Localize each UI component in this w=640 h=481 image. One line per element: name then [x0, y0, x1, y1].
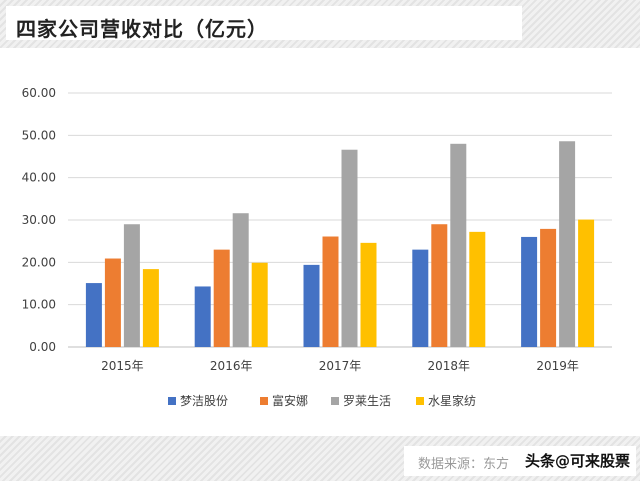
legend-label: 梦洁股份: [180, 394, 228, 408]
legend-label: 水星家纺: [428, 393, 476, 408]
legend: 梦洁股份 富安娜 罗莱生活 水星家纺: [168, 393, 476, 408]
bars: [85, 141, 595, 347]
watermark: 头条@可来股票: [524, 452, 630, 470]
x-tick-label: 2018年: [428, 359, 471, 373]
legend-swatch: [331, 397, 339, 405]
bar: [251, 262, 268, 347]
bar: [469, 231, 486, 347]
bar: [360, 242, 377, 347]
bar: [431, 224, 448, 347]
legend-label: 富安娜: [272, 393, 308, 408]
y-tick-label: 50.00: [22, 128, 56, 142]
x-tick-label: 2017年: [319, 359, 362, 373]
y-axis: 0.00 10.00 20.00 30.00 40.00 50.00 60.00: [22, 86, 56, 354]
x-tick-label: 2019年: [536, 359, 579, 373]
bar: [341, 149, 358, 347]
y-tick-label: 60.00: [22, 86, 56, 100]
bar: [540, 228, 557, 347]
x-tick-label: 2015年: [101, 359, 144, 373]
bar: [450, 143, 467, 347]
x-axis: 2015年 2016年 2017年 2018年 2019年: [101, 359, 579, 373]
legend-label: 罗莱生活: [343, 394, 391, 408]
bar: [85, 283, 102, 347]
bar: [104, 258, 121, 347]
bar: [521, 236, 538, 347]
bar: [578, 219, 595, 347]
y-tick-label: 30.00: [22, 213, 56, 227]
bar: [123, 224, 140, 347]
chart: 0.00 10.00 20.00 30.00 40.00 50.00 60.00 2015年…: [22, 86, 612, 408]
bar: [412, 249, 429, 347]
legend-swatch: [168, 397, 176, 405]
legend-swatch: [416, 397, 424, 405]
bar: [213, 249, 230, 347]
legend-swatch: [260, 397, 268, 405]
x-tick-label: 2016年: [210, 359, 253, 373]
y-tick-label: 10.00: [22, 298, 56, 312]
title-box: 四家公司营收对比（亿元）: [6, 6, 522, 41]
bar: [194, 286, 211, 347]
bar: [322, 236, 339, 347]
y-tick-label: 0.00: [29, 340, 56, 354]
page-title: 四家公司营收对比（亿元）: [16, 17, 268, 41]
source-text: 数据来源：东方: [418, 457, 510, 472]
bar: [303, 264, 320, 347]
bar: [559, 141, 576, 347]
y-tick-label: 20.00: [22, 255, 56, 269]
y-tick-label: 40.00: [22, 171, 56, 185]
bar: [142, 269, 159, 347]
source-box: 数据来源：东方: [404, 446, 636, 476]
bar: [232, 213, 249, 347]
